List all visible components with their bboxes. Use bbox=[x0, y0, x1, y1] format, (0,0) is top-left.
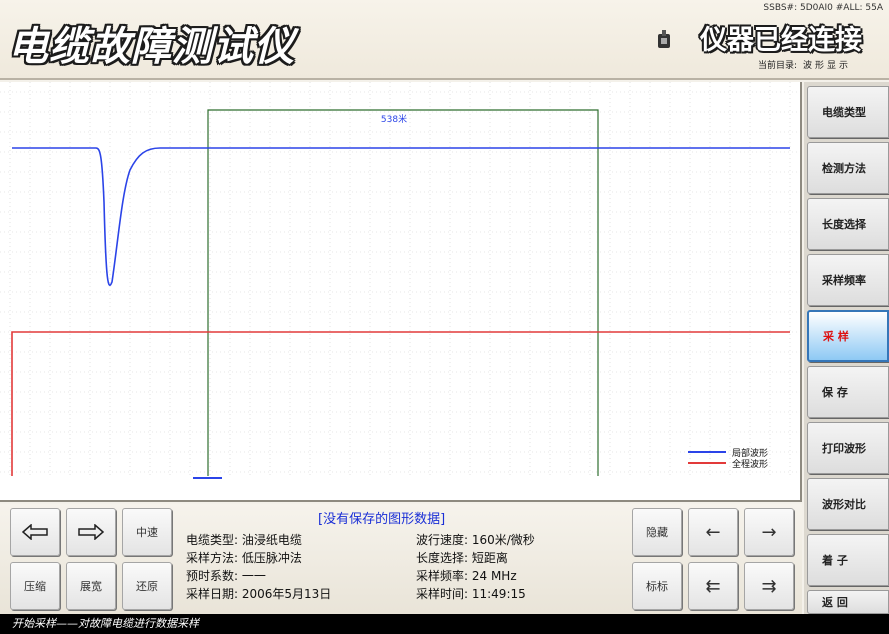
params-right: 波行速度: 160米/微秒 长度选择: 短距离 采样频率: 24 MHz 采样时… bbox=[416, 531, 535, 603]
side-item-test-method[interactable]: 检测方法 bbox=[807, 142, 889, 194]
no-data-message: [没有保存的图形数据] bbox=[318, 512, 446, 527]
mark-button[interactable]: 标标 bbox=[632, 562, 682, 610]
pan-right-button[interactable] bbox=[66, 508, 116, 556]
app-header: 电缆故障测试仪 SSBS#: 5D0AI0 #ALL: 55A 仪器已经连接 当… bbox=[0, 0, 889, 80]
series-local-waveform bbox=[12, 147, 790, 286]
side-item-other[interactable]: 着 子 bbox=[807, 534, 889, 586]
hollow-left-arrow-icon bbox=[22, 524, 48, 540]
cursor-last-button[interactable]: ⇉ bbox=[744, 562, 794, 610]
hide-button[interactable]: 隐藏 bbox=[632, 508, 682, 556]
connection-icon bbox=[656, 30, 672, 50]
param-length-select: 长度选择: 短距离 bbox=[416, 551, 508, 565]
restore-button[interactable]: 还原 bbox=[122, 562, 172, 610]
waveform-chart[interactable]: 538米局部波形 全程波形 bbox=[0, 82, 802, 502]
cursor-right-button[interactable]: → bbox=[744, 508, 794, 556]
side-item-length-select[interactable]: 长度选择 bbox=[807, 198, 889, 250]
center-button[interactable]: 中速 bbox=[122, 508, 172, 556]
param-wave-speed: 波行速度: 160米/微秒 bbox=[416, 533, 535, 547]
info-panel: 中速 压缩 展宽 还原 [没有保存的图形数据] 电缆类型: 油浸纸电缆 采样方法… bbox=[0, 504, 802, 614]
series-full-waveform bbox=[11, 331, 790, 476]
cursor-distance-label: 538米 bbox=[381, 113, 407, 125]
expand-button[interactable]: 展宽 bbox=[66, 562, 116, 610]
side-menu: 电缆类型 检测方法 长度选择 采样频率 采 样 保 存 打印波形 波形对比 着 … bbox=[804, 82, 889, 614]
side-item-cable-type[interactable]: 电缆类型 bbox=[807, 86, 889, 138]
side-item-save[interactable]: 保 存 bbox=[807, 366, 889, 418]
param-sampling-date: 采样日期: 2006年5月13日 bbox=[186, 587, 332, 601]
current-dir-value: 波形显示 bbox=[803, 61, 852, 71]
top-info: SSBS#: 5D0AI0 #ALL: 55A bbox=[763, 3, 883, 13]
legend-label-0: 局部波形 bbox=[732, 447, 768, 459]
app-title: 电缆故障测试仪 bbox=[8, 24, 295, 70]
param-cable-type: 电缆类型: 油浸纸电缆 bbox=[186, 533, 302, 547]
cursor-left-button[interactable]: ← bbox=[688, 508, 738, 556]
current-dir-label: 当前目录: bbox=[758, 61, 798, 71]
side-item-print[interactable]: 打印波形 bbox=[807, 422, 889, 474]
param-sampling-time: 采样时间: 11:49:15 bbox=[416, 587, 526, 601]
param-sampling-freq: 采样频率: 24 MHz bbox=[416, 569, 517, 583]
cursor-first-button[interactable]: ⇇ bbox=[688, 562, 738, 610]
connection-status: 仪器已经连接 bbox=[700, 25, 862, 56]
side-item-sample[interactable]: 采 样 bbox=[807, 310, 889, 362]
pan-left-button[interactable] bbox=[10, 508, 60, 556]
status-bar: 开始采样——对故障电缆进行数据采样 bbox=[0, 614, 889, 634]
side-item-back[interactable]: 返 回 bbox=[807, 590, 889, 614]
params-left: 电缆类型: 油浸纸电缆 采样方法: 低压脉冲法 预时系数: 一一 采样日期: 2… bbox=[186, 531, 331, 603]
param-sampling-method: 采样方法: 低压脉冲法 bbox=[186, 551, 302, 565]
compress-button[interactable]: 压缩 bbox=[10, 562, 60, 610]
side-item-compare[interactable]: 波形对比 bbox=[807, 478, 889, 530]
param-delay-factor: 预时系数: 一一 bbox=[186, 569, 266, 583]
side-item-sampling-freq[interactable]: 采样频率 bbox=[807, 254, 889, 306]
current-directory: 当前目录: 波形显示 bbox=[758, 58, 851, 71]
hollow-right-arrow-icon bbox=[78, 524, 104, 540]
legend-label-1: 全程波形 bbox=[732, 458, 768, 470]
cursor-box bbox=[207, 109, 599, 476]
